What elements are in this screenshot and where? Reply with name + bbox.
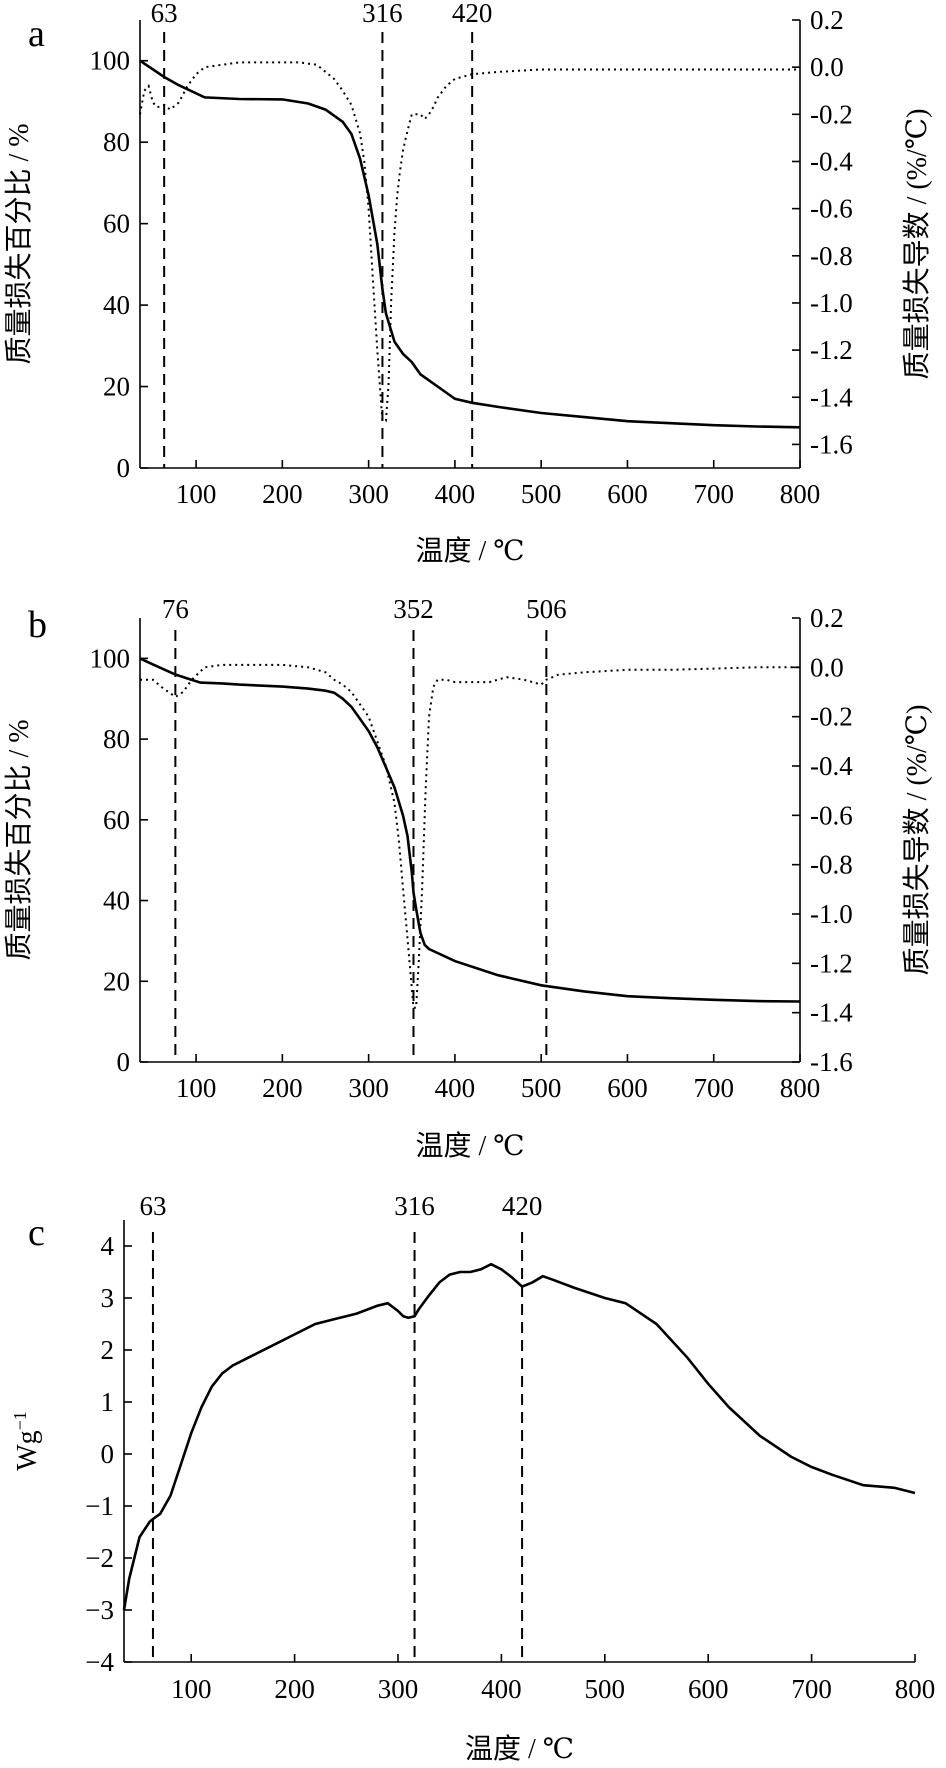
- y-tick-label: 60: [103, 805, 130, 835]
- y2-axis-title: 质量损失导数 / (%/℃): [901, 109, 933, 380]
- marker-label: 63: [139, 1191, 166, 1221]
- y-axis-title: 质量损失百分比 / %: [3, 123, 35, 364]
- y2-tick-label: -0.6: [810, 800, 853, 830]
- y2-tick-label: -1.4: [810, 998, 853, 1028]
- x-tick-label: 700: [791, 1674, 832, 1704]
- y2-tick-label: -0.2: [810, 702, 853, 732]
- y-tick-label: 0: [117, 453, 131, 483]
- x-tick-label: 700: [693, 1073, 734, 1103]
- x-tick-label: 700: [693, 479, 734, 509]
- marker-label: 420: [452, 0, 493, 28]
- x-tick-label: 200: [274, 1674, 315, 1704]
- y2-tick-label: 0.0: [810, 652, 844, 682]
- panel-a: a 100 200 300 400 500 600 700 800 0 20 40 60 80 100 0.2…: [3, 0, 933, 567]
- x-tick-label: 100: [176, 1073, 217, 1103]
- x-tick-label: 500: [521, 1073, 562, 1103]
- x-axis-title: 温度 / ℃: [415, 535, 524, 567]
- x-tick-label: 400: [481, 1674, 522, 1704]
- y-axis-title: 质量损失百分比 / %: [3, 719, 35, 960]
- series-mass-line: [139, 657, 801, 1003]
- panel-label: a: [28, 13, 45, 55]
- y-tick-label: −3: [85, 1595, 114, 1625]
- marker-label: 63: [151, 0, 178, 28]
- x-tick-label: 600: [607, 479, 648, 509]
- x-tick-label: 400: [435, 1073, 476, 1103]
- y2-tick-label: -1.4: [810, 382, 853, 412]
- series-mass-line: [139, 59, 801, 429]
- x-tick-label: 600: [607, 1073, 648, 1103]
- y2-tick-label: -0.4: [810, 751, 853, 781]
- series-derivative-line: [140, 663, 800, 1009]
- y-tick-label: 80: [103, 127, 130, 157]
- marker-label: 352: [393, 594, 434, 624]
- y-tick-label: −2: [85, 1543, 114, 1573]
- y-tick-label: 80: [103, 724, 130, 754]
- y-tick-label: 20: [103, 372, 130, 402]
- marker-label: 316: [394, 1191, 435, 1221]
- x-tick-label: 500: [521, 479, 562, 509]
- panel-b: b 100 200 300 400 500 600 700 800 0 20 40 60 80 100 0.2…: [3, 594, 933, 1162]
- y2-tick-label: -0.6: [810, 194, 853, 224]
- x-tick-label: 800: [780, 479, 821, 509]
- panel-label: b: [28, 604, 47, 646]
- x-tick-label: 400: [435, 479, 476, 509]
- y-tick-label: 2: [101, 1335, 115, 1365]
- x-tick-label: 100: [176, 479, 217, 509]
- y-tick-label: −4: [85, 1647, 114, 1677]
- y-tick-label: 1: [101, 1387, 115, 1417]
- y-tick-label: 100: [90, 46, 131, 76]
- series-derivative-line: [139, 61, 800, 422]
- series-heatflow-line: [122, 1262, 916, 1611]
- y2-tick-label: -0.4: [810, 146, 853, 176]
- x-axis-title: 温度 / ℃: [415, 1130, 524, 1162]
- y2-tick-label: -1.0: [810, 288, 853, 318]
- y-axis-title: Wg−1: [10, 1411, 43, 1471]
- y-tick-label: 20: [103, 966, 130, 996]
- y-tick-label: 3: [101, 1283, 115, 1313]
- y2-tick-label: -1.0: [810, 899, 853, 929]
- x-tick-label: 300: [348, 479, 389, 509]
- y2-tick-label: 0.2: [810, 5, 844, 35]
- x-tick-label: 300: [348, 1073, 389, 1103]
- y-tick-label: 40: [103, 886, 130, 916]
- y2-tick-label: -1.2: [810, 335, 853, 365]
- panel-label: c: [28, 1212, 45, 1254]
- x-tick-label: 300: [378, 1674, 419, 1704]
- y2-axis-title: 质量损失导数 / (%/℃): [901, 705, 933, 976]
- y2-tick-label: -0.2: [810, 99, 853, 129]
- x-tick-label: 100: [171, 1674, 212, 1704]
- y2-tick-label: -0.8: [810, 241, 853, 271]
- x-axis-title: 温度 / ℃: [465, 1733, 574, 1765]
- x-tick-label: 800: [780, 1073, 821, 1103]
- y-tick-label: 0: [101, 1439, 115, 1469]
- y2-tick-label: -1.6: [810, 429, 853, 459]
- x-tick-label: 200: [262, 1073, 303, 1103]
- x-tick-label: 600: [688, 1674, 729, 1704]
- y-tick-label: 100: [90, 643, 131, 673]
- marker-label: 420: [502, 1191, 543, 1221]
- y-tick-label: 0: [117, 1047, 131, 1077]
- panel-c: c 100 200 300 400 500 600 700 800 −4 −3 −2 −1 0 1 2 3 4 63…: [10, 1191, 935, 1765]
- y-axis-title-superscript: −1: [10, 1411, 30, 1430]
- y-tick-label: 4: [101, 1231, 115, 1261]
- y2-tick-label: -1.2: [810, 948, 853, 978]
- y-tick-label: 40: [103, 290, 130, 320]
- marker-label: 76: [162, 594, 189, 624]
- y2-tick-label: -1.6: [810, 1047, 853, 1077]
- y-tick-label: −1: [85, 1491, 114, 1521]
- marker-label: 316: [362, 0, 403, 28]
- y2-tick-label: 0.0: [810, 52, 844, 82]
- y-axis-title-base: Wg: [12, 1430, 43, 1470]
- y-tick-label: 60: [103, 209, 130, 239]
- x-tick-label: 800: [895, 1674, 936, 1704]
- y2-tick-label: 0.2: [810, 603, 844, 633]
- x-tick-label: 200: [262, 479, 303, 509]
- x-tick-label: 500: [585, 1674, 626, 1704]
- marker-label: 506: [526, 594, 567, 624]
- y2-tick-label: -0.8: [810, 850, 853, 880]
